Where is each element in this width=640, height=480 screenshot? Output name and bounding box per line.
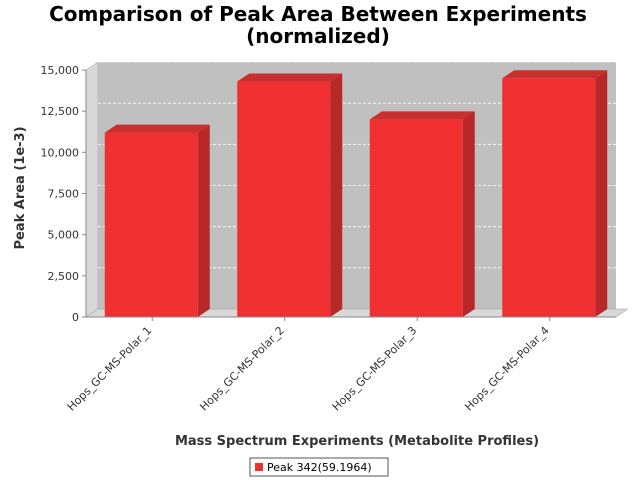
y-axis-label: Peak Area (1e-3) xyxy=(13,126,28,249)
y-tick-label: 7,500 xyxy=(48,188,80,201)
legend-label: Peak 342(59.1964) xyxy=(267,461,372,474)
bars xyxy=(104,70,608,318)
bar xyxy=(369,119,463,318)
bar-top xyxy=(502,70,608,79)
y-tick-label: 2,500 xyxy=(48,270,80,283)
bar-group xyxy=(237,73,343,317)
bar-top xyxy=(237,73,343,82)
chart-subtitle: (normalized) xyxy=(246,24,390,48)
y-tick-label: 10,000 xyxy=(41,146,80,159)
bar-top xyxy=(369,111,475,120)
legend: Peak 342(59.1964) xyxy=(249,457,389,477)
chart-title: Comparison of Peak Area Between Experime… xyxy=(49,2,587,26)
legend-swatch xyxy=(255,463,263,471)
x-axis: Hops_GC-MS-Polar_1 Hops_GC-MS-Polar_2 Hops… xyxy=(65,316,616,414)
y-tick-label: 15,000 xyxy=(41,64,80,77)
legend-box xyxy=(249,457,389,477)
bar-side xyxy=(330,73,343,317)
x-tick-label: Hops_GC-MS-Polar_3 xyxy=(330,324,420,414)
y-tick-label: 12,500 xyxy=(41,105,80,118)
x-tick-label: Hops_GC-MS-Polar_1 xyxy=(65,324,155,414)
x-tick-label: Hops_GC-MS-Polar_2 xyxy=(197,324,287,414)
x-axis-label: Mass Spectrum Experiments (Metabolite Pr… xyxy=(175,434,539,449)
bar xyxy=(502,78,596,317)
bar xyxy=(104,132,198,317)
y-axis: 0 2,500 5,000 7,500 10,000 12,500 15,000 xyxy=(41,64,87,324)
bar-top xyxy=(104,124,210,133)
bar-side xyxy=(197,124,210,317)
bar-side xyxy=(462,111,475,318)
bar-group xyxy=(104,124,210,317)
y-tick-label: 5,000 xyxy=(48,229,80,242)
bar xyxy=(237,81,331,317)
x-tick-label: Hops_GC-MS-Polar_4 xyxy=(462,324,552,414)
y-tick-label: 0 xyxy=(72,311,79,324)
bar-side xyxy=(595,70,608,317)
bar-group xyxy=(369,111,475,318)
left-wall xyxy=(85,61,99,318)
bar-group xyxy=(502,70,608,317)
